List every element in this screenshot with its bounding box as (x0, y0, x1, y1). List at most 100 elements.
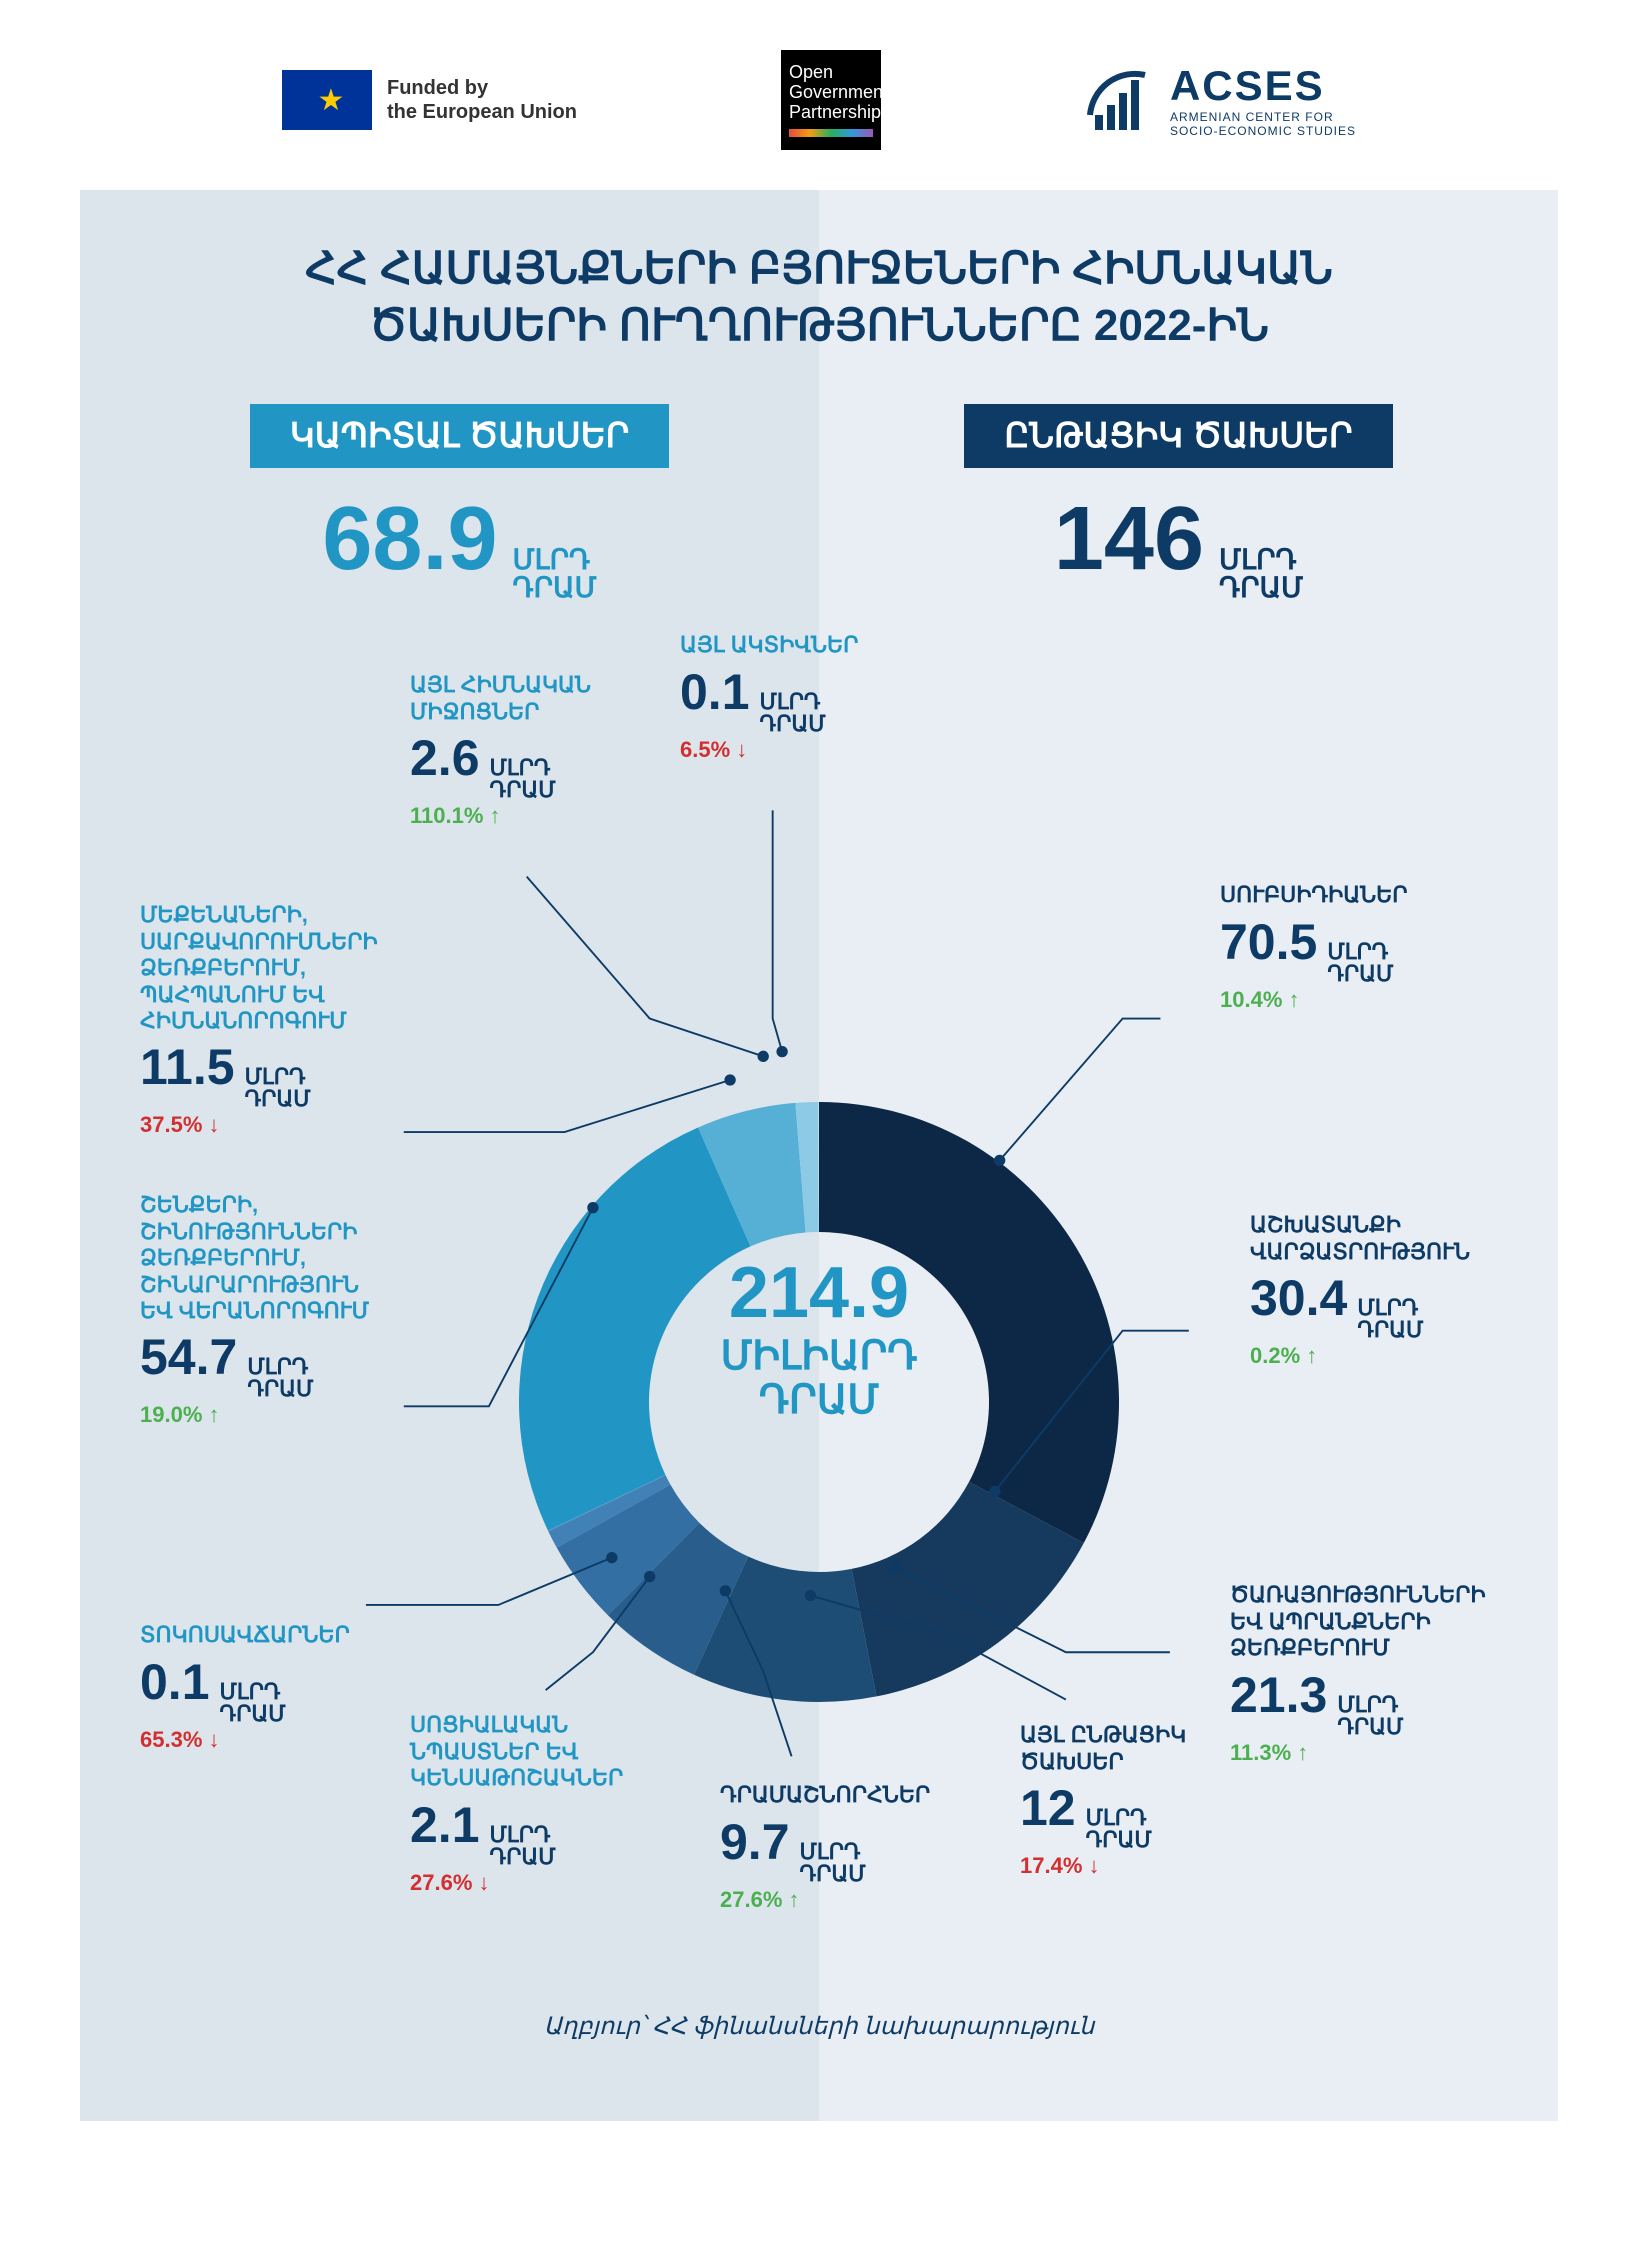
callout-change: 6.5% ↓ (680, 737, 858, 763)
callout-value: 12ՄԼՐԴԴՐԱՄ (1020, 1779, 1186, 1851)
callout-num: 21.3 (1230, 1666, 1327, 1724)
callout-num: 0.1 (140, 1653, 210, 1711)
ogp-line1: Open (789, 63, 873, 83)
callout-num: 2.6 (410, 729, 480, 787)
callout-value: 11.5ՄԼՐԴԴՐԱՄ (140, 1038, 378, 1110)
eu-text: Funded by the European Union (387, 76, 577, 124)
center-value: 214.9 (721, 1252, 918, 1334)
page: ★ Funded by the European Union Open Gove… (0, 0, 1638, 2161)
acses-big: ACSES (1170, 62, 1356, 110)
capital-header: ԿԱՊԻՏԱԼ ԾԱԽՍԵՐ 68.9 ՄԼՐԴ ԴՐԱՄ (120, 404, 799, 602)
callout-label: ԱՇԽԱՏԱՆՔԻՎԱՐՁԱՏՐՈՒԹՅՈՒՆ (1250, 1212, 1470, 1265)
callout-value: 70.5ՄԼՐԴԴՐԱՄ (1220, 913, 1407, 985)
callout-c_salary: ԱՇԽԱՏԱՆՔԻՎԱՐՁԱՏՐՈՒԹՅՈՒՆ30.4ՄԼՐԴԴՐԱՄ0.2% … (1250, 1212, 1470, 1369)
source-text: Աղբյուր՝ ՀՀ ֆինանսների նախարարություն (120, 2012, 1518, 2041)
callout-change: 0.2% ↑ (1250, 1343, 1470, 1369)
callout-label: ՄԵՔԵՆԱՆԵՐԻ,ՍԱՐՔԱՎՈՐՈՒՄՆԵՐԻՁԵՌՔԲԵՐՈՒՄ,ՊԱՀ… (140, 902, 378, 1034)
callout-unit: ՄԼՐԴԴՐԱՄ (760, 691, 826, 735)
ogp-line2: Government (789, 83, 873, 103)
callout-num: 30.4 (1250, 1269, 1347, 1327)
callout-change: 10.4% ↑ (1220, 987, 1407, 1013)
callout-change: 19.0% ↑ (140, 1402, 369, 1428)
callout-c_interest: ՏՈԿՈՍԱՎՃԱՐՆԵՐ 0.1ՄԼՐԴԴՐԱՄ65.3% ↓ (140, 1622, 350, 1752)
callout-value: 30.4ՄԼՐԴԴՐԱՄ (1250, 1269, 1470, 1341)
eu-text-line1: Funded by (387, 76, 577, 100)
callout-label: ՇԵՆՔԵՐԻ,ՇԻՆՈՒԹՅՈՒՆՆԵՐԻՁԵՌՔԲԵՐՈՒՄ,ՇԻՆԱՐԱՐ… (140, 1192, 369, 1324)
callout-label: ԾԱՌԱՅՈՒԹՅՈՒՆՆԵՐԻԵՎ ԱՊՐԱՆՔՆԵՐԻՁԵՌՔԲԵՐՈՒՄ (1230, 1582, 1486, 1661)
current-num: 146 (1054, 488, 1204, 591)
callout-change: 17.4% ↓ (1020, 1853, 1186, 1879)
callout-unit: ՄԼՐԴԴՐԱՄ (490, 757, 556, 801)
callout-unit: ՄԼՐԴԴՐԱՄ (247, 1356, 313, 1400)
title-line2: ԾԱԽՍԵՐԻ ՈՒՂՂՈՒԹՅՈՒՆՆԵՐԸ 2022-ԻՆ (120, 297, 1518, 354)
current-value: 146 ՄԼՐԴ ԴՐԱՄ (839, 488, 1518, 602)
callout-value: 0.1ՄԼՐԴԴՐԱՄ (680, 663, 858, 735)
section-headers: ԿԱՊԻՏԱԼ ԾԱԽՍԵՐ 68.9 ՄԼՐԴ ԴՐԱՄ ԸՆԹԱՑԻԿ ԾԱ… (120, 404, 1518, 602)
callout-label: ԱՅԼ ՀԻՄՆԱԿԱՆՄԻՋՈՑՆԵՐ (410, 672, 591, 725)
acses-text: ACSES ARMENIAN CENTER FOR SOCIO-ECONOMIC… (1170, 62, 1356, 138)
callout-num: 70.5 (1220, 913, 1317, 971)
callout-label: ՍՈՑԻԱԼԱԿԱՆՆՊԱՍՏՆԵՐ ԵՎԿԵՆՍԱԹՈՇԱԿՆԵՐ (410, 1712, 623, 1791)
donut-center: 214.9 ՄԻԼԻԱՐԴ ԴՐԱՄ (721, 1252, 918, 1422)
callout-c_social: ՍՈՑԻԱԼԱԿԱՆՆՊԱՍՏՆԵՐ ԵՎԿԵՆՍԱԹՈՇԱԿՆԵՐ2.1ՄԼՐ… (410, 1712, 623, 1895)
content: ՀՀ ՀԱՄԱՅՆՔՆԵՐԻ ԲՅՈՒՋԵՆԵՐԻ ՀԻՄՆԱԿԱՆ ԾԱԽՍԵ… (80, 190, 1558, 2121)
callout-change: 11.3% ↑ (1230, 1740, 1486, 1766)
eu-logo: ★ Funded by the European Union (282, 70, 577, 130)
callout-c_buildings: ՇԵՆՔԵՐԻ,ՇԻՆՈՒԹՅՈՒՆՆԵՐԻՁԵՌՔԲԵՐՈՒՄ,ՇԻՆԱՐԱՐ… (140, 1192, 369, 1428)
callout-label: ՍՈՒԲՍԻԴԻԱՆԵՐ (1220, 882, 1407, 908)
callout-unit: ՄԼՐԴԴՐԱՄ (800, 1841, 866, 1885)
callout-c_other_cap: ԱՅԼ ՀԻՄՆԱԿԱՆՄԻՋՈՑՆԵՐ2.6ՄԼՐԴԴՐԱՄ110.1% ↑ (410, 672, 591, 829)
callout-change: 110.1% ↑ (410, 803, 591, 829)
current-label: ԸՆԹԱՑԻԿ ԾԱԽՍԵՐ (964, 404, 1392, 468)
callout-unit: ՄԼՐԴԴՐԱՄ (1327, 941, 1393, 985)
callout-unit: ՄԼՐԴԴՐԱՄ (1086, 1807, 1152, 1851)
callout-label: ԴՐԱՄԱՇՆՈՐՀՆԵՐ (720, 1782, 930, 1808)
current-unit: ՄԼՐԴ ԴՐԱՄ (1219, 546, 1303, 602)
callout-change: 65.3% ↓ (140, 1727, 350, 1753)
callout-label: ԱՅԼ ԱԿՏԻՎՆԵՐ (680, 632, 858, 658)
center-unit1: ՄԻԼԻԱՐԴ (721, 1334, 918, 1378)
callout-num: 12 (1020, 1779, 1076, 1837)
callout-c_machinery: ՄԵՔԵՆԱՆԵՐԻ,ՍԱՐՔԱՎՈՐՈՒՄՆԵՐԻՁԵՌՔԲԵՐՈՒՄ,ՊԱՀ… (140, 902, 378, 1138)
capital-unit: ՄԼՐԴ ԴՐԱՄ (513, 546, 597, 602)
callout-unit: ՄԼՐԴԴՐԱՄ (490, 1824, 556, 1868)
current-header: ԸՆԹԱՑԻԿ ԾԱԽՍԵՐ 146 ՄԼՐԴ ԴՐԱՄ (839, 404, 1518, 602)
acses-small1: ARMENIAN CENTER FOR (1170, 110, 1356, 124)
chart-area: 214.9 ՄԻԼԻԱՐԴ ԴՐԱՄ ԱՅԼ ԱԿՏԻՎՆԵՐ0.1ՄԼՐԴԴՐ… (120, 632, 1518, 1982)
capital-num: 68.9 (322, 488, 497, 591)
callout-c_grants: ԴՐԱՄԱՇՆՈՐՀՆԵՐ 9.7ՄԼՐԴԴՐԱՄ27.6% ↑ (720, 1782, 930, 1912)
donut-slice-s_buildings (519, 1128, 750, 1531)
ogp-bar-icon (789, 129, 873, 137)
acses-small2: SOCIO-ECONOMIC STUDIES (1170, 124, 1356, 138)
callout-label: ՏՈԿՈՍԱՎՃԱՐՆԵՐ (140, 1622, 350, 1648)
callout-change: 37.5% ↓ (140, 1112, 378, 1138)
center-unit2: ԴՐԱՄ (721, 1378, 918, 1422)
page-title: ՀՀ ՀԱՄԱՅՆՔՆԵՐԻ ԲՅՈՒՋԵՆԵՐԻ ՀԻՄՆԱԿԱՆ ԾԱԽՍԵ… (120, 240, 1518, 354)
callout-label: ԱՅԼ ԸՆԹԱՑԻԿԾԱԽՍԵՐ (1020, 1722, 1186, 1775)
callout-value: 54.7ՄԼՐԴԴՐԱՄ (140, 1328, 369, 1400)
logos-row: ★ Funded by the European Union Open Gove… (80, 50, 1558, 150)
eu-flag-icon: ★ (282, 70, 372, 130)
callout-unit: ՄԼՐԴԴՐԱՄ (1357, 1297, 1423, 1341)
callout-unit: ՄԼՐԴԴՐԱՄ (220, 1681, 286, 1725)
ogp-line3: Partnership (789, 103, 873, 123)
acses-icon (1085, 65, 1155, 135)
callout-unit: ՄԼՐԴԴՐԱՄ (245, 1066, 311, 1110)
callout-unit: ՄԼՐԴԴՐԱՄ (1337, 1694, 1403, 1738)
capital-value: 68.9 ՄԼՐԴ ԴՐԱՄ (120, 488, 799, 602)
callout-change: 27.6% ↑ (720, 1887, 930, 1913)
callout-c_other_assets: ԱՅԼ ԱԿՏԻՎՆԵՐ 0.1ՄԼՐԴԴՐԱՄ6.5% ↓ (680, 632, 858, 762)
leader-c_other_cap (527, 877, 768, 1061)
callout-c_subsidies: ՍՈՒԲՍԻԴԻԱՆԵՐ 70.5ՄԼՐԴԴՐԱՄ10.4% ↑ (1220, 882, 1407, 1012)
callout-value: 2.1ՄԼՐԴԴՐԱՄ (410, 1796, 623, 1868)
callout-num: 54.7 (140, 1328, 237, 1386)
content-inner: ՀՀ ՀԱՄԱՅՆՔՆԵՐԻ ԲՅՈՒՋԵՆԵՐԻ ՀԻՄՆԱԿԱՆ ԾԱԽՍԵ… (120, 240, 1518, 2041)
callout-value: 2.6ՄԼՐԴԴՐԱՄ (410, 729, 591, 801)
leader-c_other_assets (773, 811, 787, 1057)
callout-value: 9.7ՄԼՐԴԴՐԱՄ (720, 1813, 930, 1885)
callout-num: 11.5 (140, 1038, 235, 1096)
ogp-logo: Open Government Partnership (781, 50, 881, 150)
callout-value: 21.3ՄԼՐԴԴՐԱՄ (1230, 1666, 1486, 1738)
title-line1: ՀՀ ՀԱՄԱՅՆՔՆԵՐԻ ԲՅՈՒՋԵՆԵՐԻ ՀԻՄՆԱԿԱՆ (120, 240, 1518, 297)
callout-change: 27.6% ↓ (410, 1870, 623, 1896)
